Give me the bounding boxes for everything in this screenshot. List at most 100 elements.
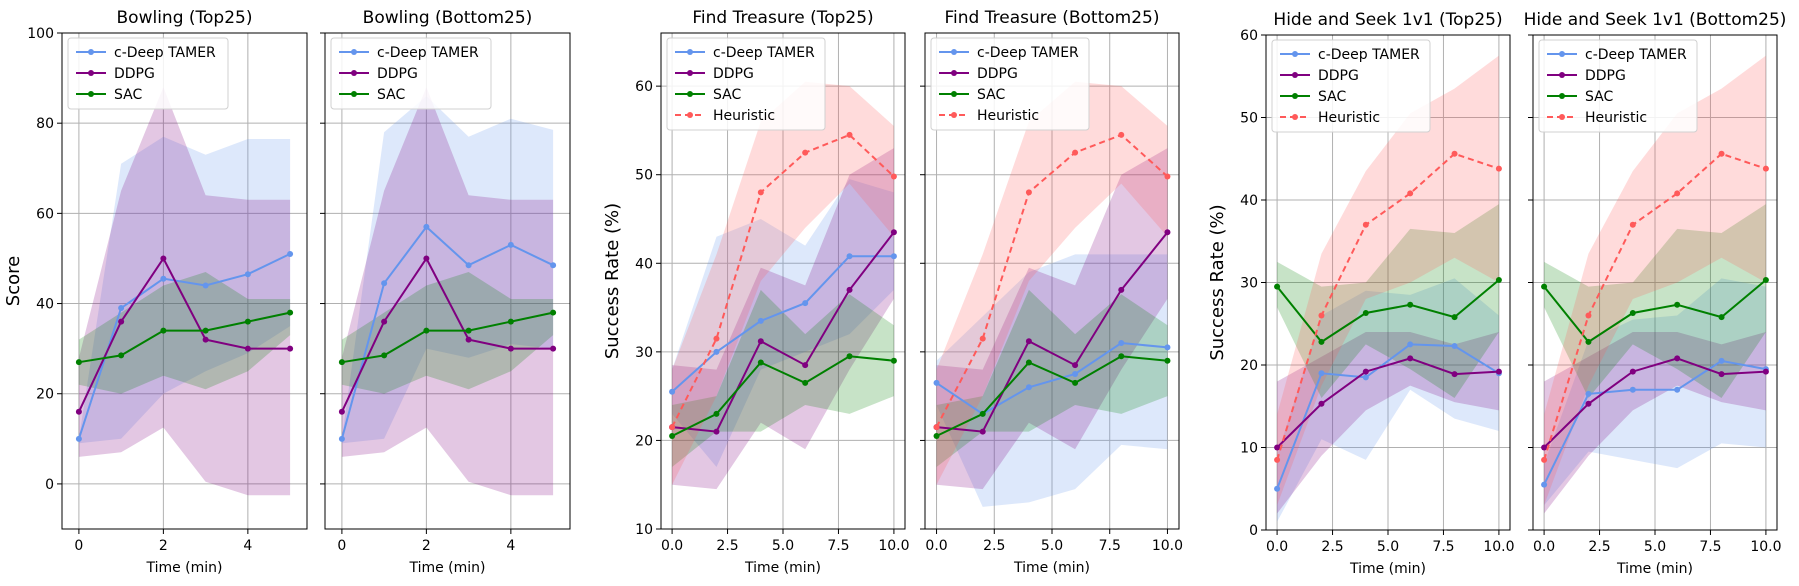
legend: c-Deep TAMER DDPG SAC Heuristic [666, 37, 826, 131]
point-c-deep-tamer [244, 271, 251, 278]
series-line-ddpg [1543, 357, 1766, 449]
legend-label: DDPG [1585, 68, 1626, 84]
point-sac [507, 318, 514, 325]
band-c-deep-tamer [1277, 278, 1499, 522]
point-heuristic [1674, 190, 1681, 197]
point-sac [1274, 283, 1281, 290]
point-heuristic [890, 173, 897, 180]
x-axis-label: Time (min) [408, 560, 485, 576]
series-line-c-deep-tamer [340, 225, 554, 440]
point-c-deep-tamer [1318, 370, 1325, 377]
x-tick-label: 7.5 [1699, 539, 1721, 555]
point-sac [1407, 301, 1414, 308]
point-c-deep-tamer [465, 262, 472, 269]
y-tick-label: 40 [1240, 193, 1258, 209]
point-sac [757, 359, 764, 366]
point-c-deep-tamer [1451, 343, 1458, 350]
point-heuristic [1407, 190, 1414, 197]
y-tick-label: 0 [45, 477, 54, 493]
y-tick-label: 20 [1240, 358, 1258, 374]
x-tick-label: 4 [506, 538, 515, 554]
legend-label: c-Deep TAMER [1318, 47, 1420, 63]
point-heuristic [1274, 456, 1281, 463]
legend-label: Heuristic [977, 108, 1039, 124]
legend-label: SAC [114, 87, 142, 103]
y-tick-label: 30 [635, 345, 653, 361]
point-sac [1674, 301, 1681, 308]
point-sac [550, 309, 557, 316]
point-sac [669, 433, 676, 439]
y-tick-label: 10 [635, 522, 653, 538]
x-tick-label: 10.0 [1750, 539, 1781, 555]
y-tick-label: 60 [635, 79, 653, 95]
x-tick-label: 2.5 [1588, 539, 1610, 555]
point-heuristic [1362, 221, 1369, 228]
point-sac [1072, 379, 1079, 386]
panel-find-treasure-top25: 0.0 2.5 5.0 7.5 10.0 10 20 30 40 50 60 Find Treasur… [602, 8, 909, 576]
point-ddpg [1762, 368, 1769, 375]
point-sac [1318, 338, 1325, 345]
point-ddpg [507, 345, 514, 352]
point-c-deep-tamer [802, 300, 809, 307]
y-tick-label: 20 [635, 433, 653, 449]
series-line-heuristic [1543, 152, 1767, 461]
point-ddpg [75, 408, 82, 415]
point-heuristic [713, 335, 720, 342]
x-tick-label: 0.0 [925, 538, 947, 554]
lines [75, 250, 294, 442]
legend: c-Deep TAMER DDPG SAC Heuristic [1271, 39, 1431, 133]
point-ddpg [1629, 368, 1636, 375]
legend-label: SAC [1585, 89, 1613, 105]
panel-title: Bowling (Top25) [117, 8, 253, 28]
y-tick-label: 80 [36, 116, 54, 132]
band-c-deep-tamer [341, 96, 554, 444]
band-ddpg [936, 148, 1168, 490]
legend-marker-ddpg [351, 70, 357, 76]
legend-marker-sac [687, 91, 693, 97]
x-tick-label: 0.0 [1533, 539, 1555, 555]
point-ddpg [890, 229, 897, 236]
x-axis-label: Time (min) [1616, 561, 1693, 577]
axes-frame [61, 32, 308, 530]
series-line-c-deep-tamer [671, 255, 894, 393]
legend-marker-ddpg [1292, 72, 1298, 78]
point-sac [1762, 277, 1769, 284]
bands [78, 87, 291, 496]
legend-label: Heuristic [1585, 110, 1647, 126]
series-line-heuristic [935, 133, 1169, 428]
x-tick-label: 5.0 [772, 538, 794, 554]
point-sac [1164, 357, 1171, 364]
band-heuristic [936, 81, 1168, 485]
y-tick-label: 60 [36, 206, 54, 222]
series-line-sac [671, 355, 894, 437]
x-tick-label: 5.0 [1644, 539, 1666, 555]
lines [1541, 150, 1769, 488]
series-line-sac [78, 311, 291, 364]
y-tick-label: 50 [1240, 111, 1258, 127]
lines [933, 131, 1171, 439]
series-line-c-deep-tamer [1543, 359, 1767, 486]
point-ddpg [979, 428, 986, 435]
legend-marker-sac [88, 91, 94, 97]
panel-title: Hide and Seek 1v1 (Bottom25) [1524, 10, 1787, 30]
point-sac [423, 327, 430, 334]
x-tick-label: 5.0 [1041, 538, 1063, 554]
band-ddpg [1544, 332, 1766, 514]
y-tick-label: 100 [27, 26, 54, 42]
y-tick-label: 20 [36, 387, 54, 403]
legend-marker-ddpg [88, 70, 94, 76]
point-c-deep-tamer [933, 379, 940, 386]
x-tick-label: 7.5 [1432, 539, 1454, 555]
point-sac [713, 410, 720, 417]
x-tick-label: 4 [243, 538, 252, 554]
point-ddpg [202, 336, 209, 343]
series-line-c-deep-tamer [935, 341, 1168, 416]
y-tick-label: 10 [1240, 441, 1258, 457]
point-ddpg [1318, 400, 1325, 407]
x-tick-label: 2.5 [716, 538, 738, 554]
point-ddpg [802, 362, 809, 369]
point-ddpg [1541, 444, 1548, 451]
panel-hide-and-seek-1v1-bottom25: 0.0 2.5 5.0 7.5 10.0 Hide and Seek 1v1 (Botto… [1524, 10, 1787, 577]
point-heuristic [1164, 173, 1171, 180]
point-c-deep-tamer [669, 388, 676, 395]
